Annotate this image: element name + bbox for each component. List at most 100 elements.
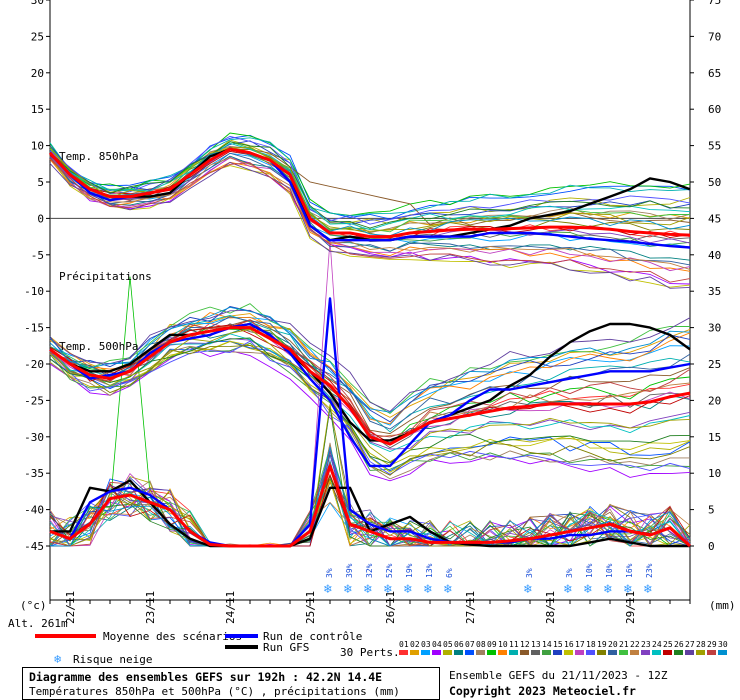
date-label: 25/11 <box>304 591 317 624</box>
legend: Moyenne des scénarios Run de contrôle Ru… <box>35 630 400 666</box>
right-tick-label: 15 <box>708 431 721 444</box>
pert-line-500 <box>49 309 691 413</box>
pert-number-label: 01 <box>399 640 409 649</box>
pert-number-label: 16 <box>564 640 574 649</box>
pert-line-850 <box>49 158 691 283</box>
pert-color-swatch <box>454 650 463 655</box>
snowflake-icon: ❄ <box>603 582 612 597</box>
pert-line-850 <box>49 152 691 272</box>
snowflake-icon: ❄ <box>563 582 572 597</box>
pert-number-label: 28 <box>696 640 706 649</box>
altitude-label: Alt. 261m <box>8 617 68 630</box>
mean-850-line <box>48 147 691 239</box>
pert-line-500 <box>49 340 691 475</box>
pert-color-swatch <box>696 650 705 655</box>
pert-number-label: 03 <box>421 640 431 649</box>
pert-color-swatch <box>652 650 661 655</box>
y-unit-left: (°c) <box>20 599 47 612</box>
snowflake-icon: ❄ <box>523 582 532 597</box>
control-precip-line <box>49 297 691 548</box>
label-temp-500: Temp. 500hPa <box>59 340 138 353</box>
pert-line-precip <box>49 407 691 547</box>
pert-line-850 <box>49 157 691 285</box>
pert-color-swatch <box>586 650 595 655</box>
left-tick-label: -10 <box>24 285 44 298</box>
right-tick-label: 50 <box>708 176 721 189</box>
pert-number-label: 17 <box>575 640 585 649</box>
pert-color-swatch <box>432 650 441 655</box>
legend-snow-icon: ❄ <box>54 652 61 666</box>
pert-color-swatch <box>410 650 419 655</box>
copyright: Copyright 2023 Meteociel.fr <box>449 684 636 698</box>
snow-risk-label: 13% <box>425 563 434 578</box>
mean-500-line <box>49 326 691 446</box>
pert-color-swatch <box>663 650 672 655</box>
pert-number-label: 19 <box>597 640 607 649</box>
label-temp-850: Temp. 850hPa <box>59 150 138 163</box>
left-tick-label: -5 <box>31 249 44 262</box>
pert-color-swatch <box>498 650 507 655</box>
pert-line-850 <box>49 156 691 288</box>
legend-mean-label: Moyenne des scénarios <box>103 630 242 643</box>
pert-line-850 <box>49 137 691 217</box>
pert-line-precip <box>49 404 691 547</box>
date-label: 28/11 <box>544 591 557 624</box>
snowflake-icon: ❄ <box>423 582 432 597</box>
pert-line-500 <box>49 333 691 452</box>
pert-number-label: 22 <box>630 640 640 649</box>
ensemble-label: Ensemble GEFS du 21/11/2023 - 12Z <box>449 669 668 682</box>
right-tick-label: 0 <box>708 540 715 553</box>
right-tick-label: 70 <box>708 30 721 43</box>
title-box: Diagramme des ensembles GEFS sur 192h : … <box>22 667 440 700</box>
pert-number-label: 25 <box>663 640 673 649</box>
left-tick-label: -30 <box>24 431 44 444</box>
pert-color-swatch <box>443 650 452 655</box>
left-tick-label: 5 <box>37 176 44 189</box>
control-500-line <box>49 322 691 468</box>
pert-line-500 <box>49 338 691 450</box>
pert-color-swatch <box>553 650 562 655</box>
left-tick-label: -15 <box>24 322 44 335</box>
info-box: Ensemble GEFS du 21/11/2023 - 12Z Copyri… <box>446 667 740 700</box>
right-tick-label: 65 <box>708 67 721 80</box>
pert-number-label: 02 <box>410 640 420 649</box>
snow-risk-label: 16% <box>625 563 634 578</box>
pert-color-swatch <box>476 650 485 655</box>
snow-risk-label: 3% <box>325 568 334 578</box>
pert-number-label: 10 <box>498 640 508 649</box>
pert-color-swatch <box>619 650 628 655</box>
snow-risk-label: 52% <box>385 563 394 578</box>
pert-color-swatch <box>685 650 694 655</box>
pert-line-850 <box>49 152 691 266</box>
right-tick-label: 10 <box>708 467 721 480</box>
snowflake-icon: ❄ <box>343 582 352 597</box>
pert-number-label: 21 <box>619 640 629 649</box>
pert-color-swatch <box>630 650 639 655</box>
left-tick-label: 15 <box>31 103 44 116</box>
pert-color-swatch <box>465 650 474 655</box>
main-lines <box>48 147 692 548</box>
pert-color-swatch <box>597 650 606 655</box>
label-precipitations: Précipitations <box>59 270 152 283</box>
right-tick-label: 45 <box>708 212 721 225</box>
mean-precip-line <box>49 464 692 548</box>
date-label: 24/11 <box>224 591 237 624</box>
pert-color-swatch <box>641 650 650 655</box>
pert-color-swatch <box>542 650 551 655</box>
snowflake-icon: ❄ <box>323 582 332 597</box>
left-tick-label: 25 <box>31 30 44 43</box>
snow-risk-label: 10% <box>605 563 614 578</box>
pert-line-500 <box>49 306 691 413</box>
pert-line-850 <box>49 139 691 225</box>
pert-line-500 <box>49 341 691 466</box>
pert-number-label: 04 <box>432 640 442 649</box>
snowflake-icon: ❄ <box>443 582 452 597</box>
right-tick-label: 30 <box>708 322 721 335</box>
snowflake-icon: ❄ <box>583 582 592 597</box>
pert-line-850 <box>49 155 691 270</box>
right-tick-label: 20 <box>708 394 721 407</box>
pert-line-850 <box>49 141 691 229</box>
pert-color-swatch <box>718 650 727 655</box>
pert-number-label: 15 <box>553 640 563 649</box>
left-tick-label: -20 <box>24 358 44 371</box>
